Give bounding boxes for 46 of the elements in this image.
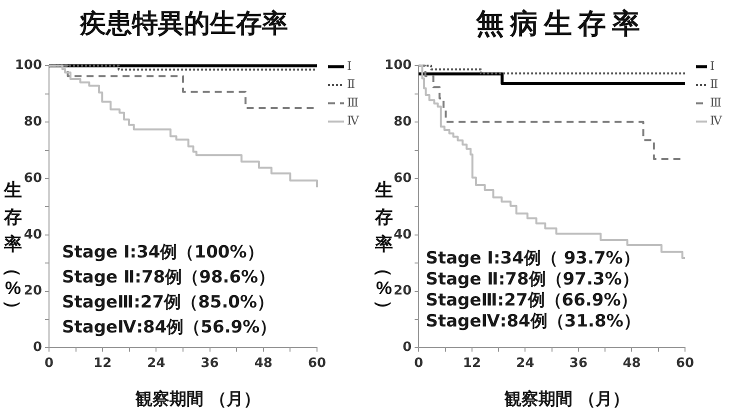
y-tick-label: 100 — [14, 58, 42, 74]
legend-label: Ⅱ — [710, 77, 718, 92]
y-tick-label: 0 — [402, 340, 412, 356]
annotation: Stage Ⅰ:34例（100%） — [62, 242, 264, 263]
y-tick-label: 0 — [32, 340, 42, 356]
legend-label: Ⅲ — [710, 95, 722, 110]
legend-label: Ⅳ — [710, 114, 723, 128]
y-tick-label: 60 — [24, 170, 42, 186]
y-tick-label: 40 — [24, 227, 42, 242]
legend-label: Ⅰ — [347, 58, 352, 73]
legend-label: Ⅱ — [347, 77, 356, 92]
y-tick-label: 80 — [24, 114, 42, 130]
x-tick-label: 48 — [254, 356, 272, 371]
y-axis-title: 生存率（%） — [373, 179, 394, 320]
y-tick-label: 60 — [394, 170, 412, 186]
x-tick-label: 0 — [44, 356, 54, 371]
x-tick-label: 24 — [147, 356, 166, 371]
x-tick-label: 60 — [676, 356, 694, 371]
chart-title: 無病生存率 — [476, 7, 646, 40]
x-tick-label: 24 — [516, 356, 534, 371]
annotation: StageⅣ:84例（31.8%） — [426, 312, 640, 332]
x-tick-label: 60 — [308, 356, 326, 371]
y-tick-label: 20 — [24, 284, 42, 299]
annotation: Stage Ⅱ:78例（97.3%） — [426, 270, 639, 290]
legend-label: Ⅰ — [710, 58, 715, 73]
y-tick-label: 80 — [394, 114, 412, 130]
y-tick-label: 100 — [384, 58, 412, 74]
chart-title: 疾患特異的生存率 — [80, 8, 288, 40]
y-axis-title: 生存率（%） — [2, 179, 24, 320]
x-tick-label: 48 — [622, 356, 641, 371]
legend-label: Ⅲ — [347, 95, 359, 110]
annotation: StageⅢ:27例（85.0%） — [62, 292, 274, 313]
annotation: Stage Ⅱ:78例（98.6%） — [62, 268, 276, 288]
x-tick-label: 12 — [94, 356, 112, 371]
x-axis-title: 観察期間 （月） — [503, 389, 630, 410]
annotation: Stage Ⅰ:34例（ 93.7%） — [426, 248, 640, 269]
annotation: StageⅣ:84例（56.9%） — [62, 318, 277, 338]
x-tick-label: 0 — [414, 356, 424, 371]
x-tick-label: 12 — [462, 356, 482, 371]
y-tick-label: 40 — [394, 227, 412, 242]
annotation: StageⅢ:27例（66.9%） — [426, 290, 638, 311]
x-tick-label: 36 — [569, 356, 588, 371]
x-tick-label: 36 — [200, 356, 219, 371]
y-tick-label: 20 — [394, 284, 412, 299]
x-axis-title: 観察期間 （月） — [134, 389, 260, 410]
legend-label: Ⅳ — [347, 114, 360, 128]
